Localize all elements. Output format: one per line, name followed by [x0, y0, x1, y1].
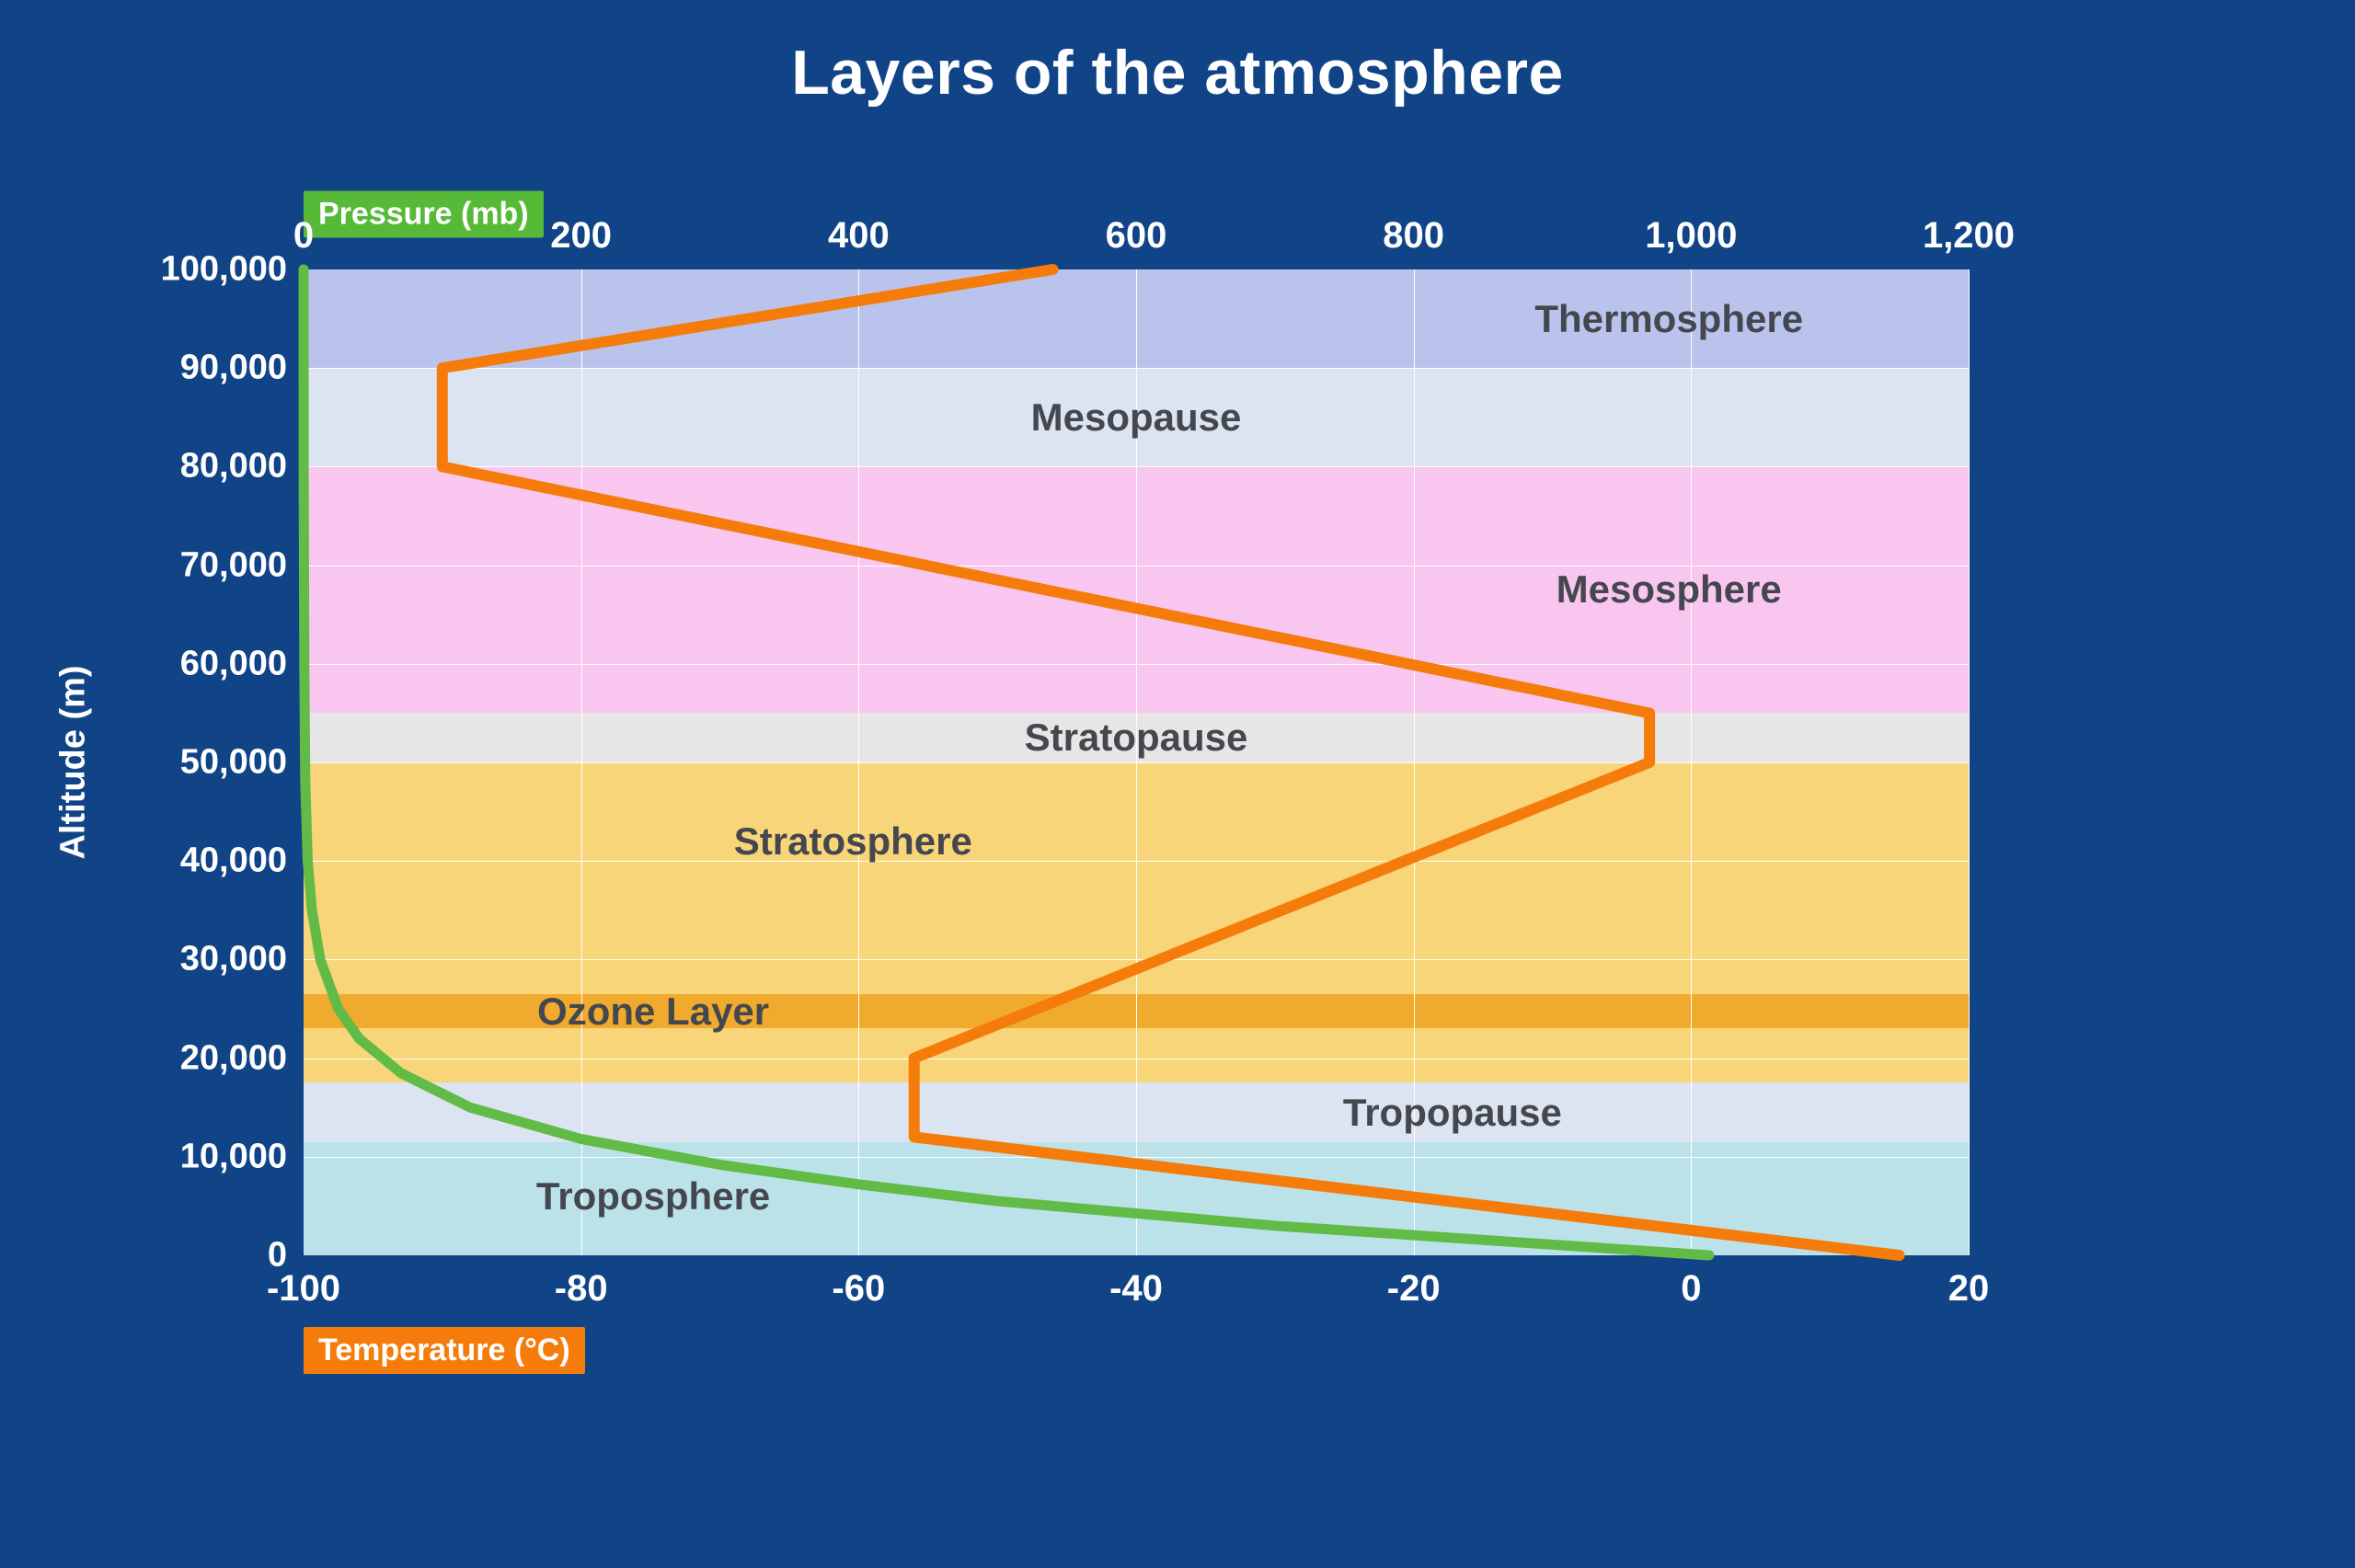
x-top-tick: 400 [828, 215, 890, 269]
chart-title: Layers of the atmosphere [0, 37, 2355, 109]
x-bottom-tick: -80 [555, 1255, 608, 1310]
gridline-v [1969, 269, 1970, 1255]
x-bottom-tick: 0 [1681, 1255, 1701, 1310]
x-top-tick: 800 [1383, 215, 1444, 269]
y-tick: 10,000 [180, 1137, 304, 1176]
x-bottom-tick: -40 [1109, 1255, 1163, 1310]
y-tick: 90,000 [180, 349, 304, 388]
temperature-line [442, 269, 1900, 1255]
line-overlay [304, 269, 1969, 1255]
pressure-line [304, 269, 1709, 1255]
x-top-tick: 200 [550, 215, 612, 269]
pressure-legend: Pressure (mb) [304, 191, 544, 238]
x-top-tick: 0 [293, 215, 314, 269]
y-axis-label: Altitude (m) [54, 665, 94, 859]
x-bottom-tick: -100 [267, 1255, 340, 1310]
y-tick: 50,000 [180, 743, 304, 783]
x-top-tick: 1,200 [1923, 215, 2015, 269]
y-tick: 40,000 [180, 841, 304, 881]
y-tick: 70,000 [180, 545, 304, 585]
x-bottom-tick: 20 [1948, 1255, 1990, 1310]
x-top-tick: 1,000 [1645, 215, 1737, 269]
x-bottom-tick: -20 [1387, 1255, 1441, 1310]
x-bottom-tick: -60 [832, 1255, 885, 1310]
x-top-tick: 600 [1106, 215, 1167, 269]
plot-area: 010,00020,00030,00040,00050,00060,00070,… [304, 269, 1969, 1255]
chart-frame: Layers of the atmosphere Altitude (m) Pr… [0, 0, 2355, 1568]
temperature-legend: Temperature (°C) [304, 1327, 585, 1374]
y-tick: 20,000 [180, 1038, 304, 1078]
y-tick: 100,000 [161, 250, 304, 290]
y-tick: 80,000 [180, 447, 304, 486]
y-tick: 60,000 [180, 644, 304, 683]
y-tick: 30,000 [180, 940, 304, 979]
